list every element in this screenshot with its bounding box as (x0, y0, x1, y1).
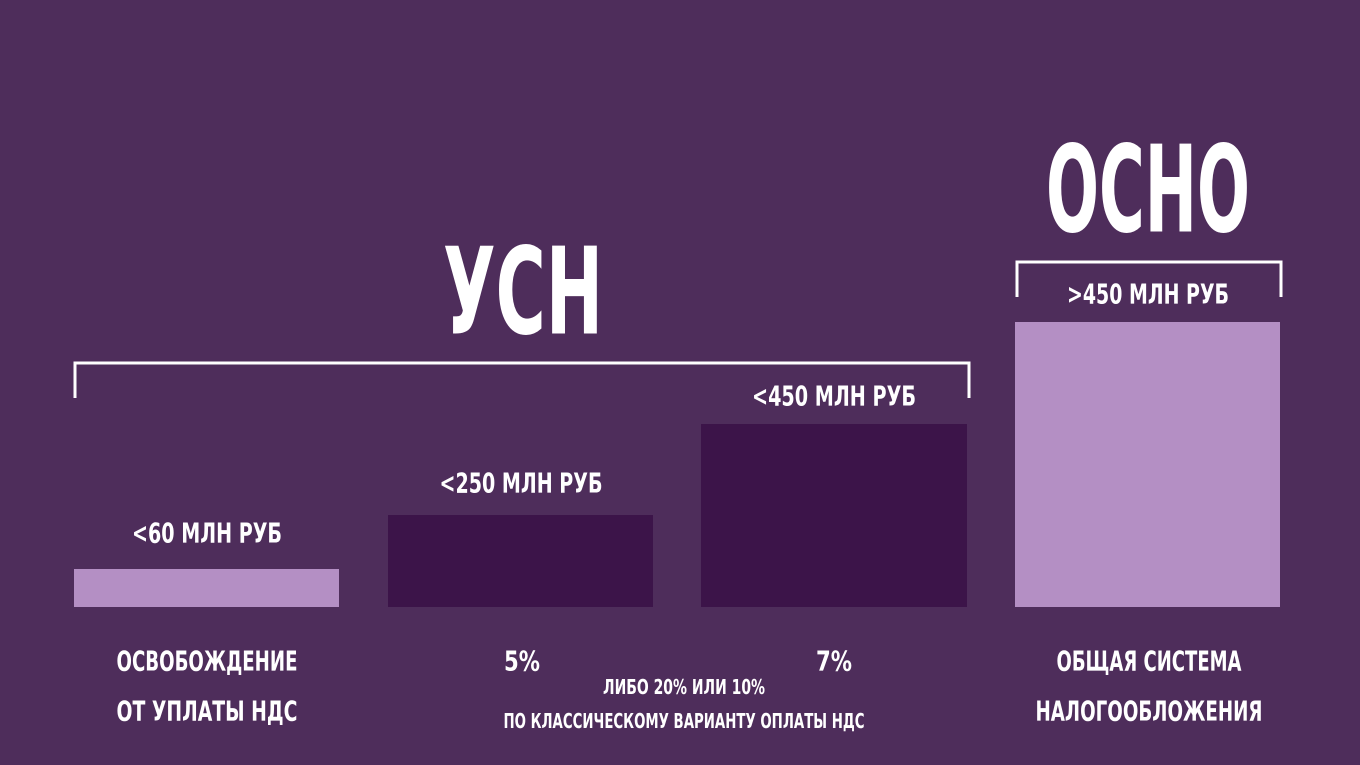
bar-limit: >450 МЛН РУБ (1067, 278, 1229, 311)
bar (1015, 322, 1280, 607)
usn-bracket (73, 361, 971, 398)
note: ЛИБО 20% ИЛИ 10% (603, 675, 765, 699)
bar-limit: <60 МЛН РУБ (132, 517, 282, 550)
bar-caption: ОТ УПЛАТЫ НДС (117, 695, 298, 728)
bar (74, 569, 339, 607)
bar-limit: <250 МЛН РУБ (440, 467, 603, 500)
note: ПО КЛАССИЧЕСКОМУ ВАРИАНТУ ОПЛАТЫ НДС (504, 709, 865, 733)
bar-caption: НАЛОГООБЛОЖЕНИЯ (1036, 695, 1263, 728)
bar (388, 515, 653, 607)
osno-title: ОСНО (1046, 122, 1250, 261)
bar-caption: ОБЩАЯ СИСТЕМА (1057, 645, 1242, 678)
usn-title: УСН (443, 224, 603, 363)
bar-caption: ОСВОБОЖДЕНИЕ (117, 645, 298, 678)
bar-limit: <450 МЛН РУБ (752, 380, 916, 413)
bar-caption: 5% (504, 645, 540, 678)
osno-bracket (1015, 260, 1283, 297)
bar-caption: 7% (816, 645, 852, 678)
bar (701, 424, 967, 607)
